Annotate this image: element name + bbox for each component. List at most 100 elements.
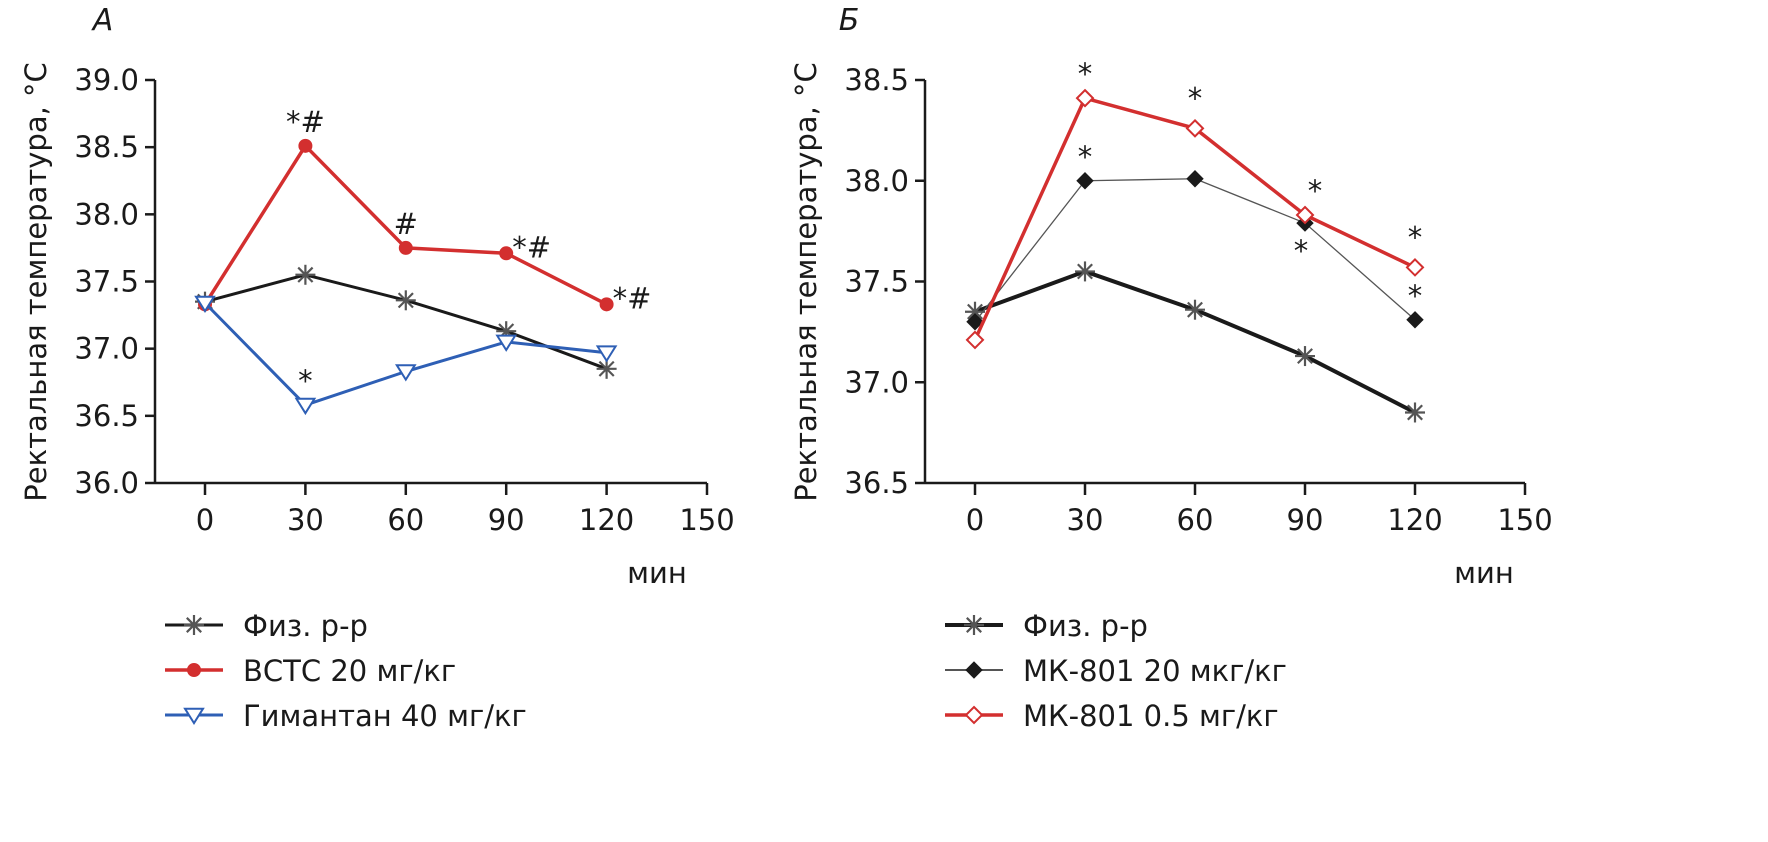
legend-marker [183, 707, 205, 725]
data-point [1295, 346, 1315, 367]
data-point [298, 138, 313, 153]
x-tick-label: 60 [1177, 503, 1214, 537]
legend-marker [965, 661, 983, 679]
y-axis-label: Ректальная температура, °С [789, 62, 823, 502]
data-point [295, 264, 316, 285]
data-point-stroke [1077, 263, 1093, 280]
y-tick-label: 39.0 [74, 63, 139, 97]
x-tick-label: 90 [488, 503, 525, 537]
y-axis-label: Ректальная температура, °С [19, 62, 53, 502]
legend-label: Физ. р-р [1023, 609, 1148, 643]
data-point [495, 334, 518, 352]
data-point-stroke [1407, 404, 1423, 421]
legend-marker [187, 663, 201, 677]
panel-label: Б [839, 3, 860, 38]
legend-marker-stroke [186, 617, 202, 633]
legend-entry: Физ. р-р [945, 609, 1148, 643]
data-point [398, 240, 413, 255]
x-tick-label: 30 [1067, 503, 1104, 537]
series-line [204, 273, 608, 371]
legend-marker-stroke [966, 617, 982, 633]
chart-panel-2: 36.5 37.0 37.5 38.0 38.5 0 30 60 90 120 150 Ректаль… [789, 3, 1553, 733]
data-point [499, 246, 514, 261]
legend-label: МК-801 0.5 мг/кг [1023, 699, 1279, 733]
data-point [1185, 118, 1205, 138]
y-tick-label: 38.5 [74, 130, 139, 164]
data-point [1406, 311, 1424, 329]
y-tick-label: 37.0 [844, 365, 909, 399]
data-point [394, 364, 417, 382]
legend-entry: МК-801 0.5 мг/кг [945, 699, 1279, 733]
data-point [294, 397, 317, 416]
significance-annotation: * [1408, 279, 1423, 313]
x-tick-label: 90 [1287, 503, 1324, 537]
legend-label: ВСТС 20 мг/кг [243, 654, 456, 688]
legend-entry: Физ. р-р [165, 609, 368, 643]
legend-label: МК-801 20 мкг/кг [1023, 654, 1287, 688]
legend-marker [184, 615, 204, 635]
x-tick-label: 120 [1387, 503, 1442, 537]
data-point [1405, 402, 1425, 423]
legend-entry: МК-801 20 мкг/кг [945, 654, 1287, 688]
data-point [599, 297, 614, 312]
data-point-stroke [1187, 301, 1203, 318]
x-axis-label: мин [1454, 556, 1514, 590]
data-point [1405, 257, 1425, 277]
legend-marker [964, 705, 984, 725]
significance-annotation: * [1188, 81, 1203, 115]
series-1 [965, 261, 1425, 423]
significance-annotation: * [1078, 57, 1093, 91]
y-tick-label: 37.5 [74, 265, 139, 299]
series-line [974, 269, 1416, 415]
x-tick-label: 0 [966, 503, 984, 537]
x-tick-label: 120 [579, 503, 634, 537]
data-point-stroke [598, 360, 615, 377]
significance-annotation: * [1408, 220, 1423, 254]
data-point [1186, 170, 1204, 188]
series-3: * [194, 295, 618, 416]
y-tick-label: 36.0 [74, 466, 139, 500]
x-tick-label: 150 [679, 503, 734, 537]
y-tick-label: 36.5 [844, 466, 909, 500]
legend-entry: ВСТС 20 мг/кг [165, 654, 456, 688]
x-tick-label: 0 [196, 503, 214, 537]
series-1 [195, 264, 617, 379]
data-point [966, 313, 984, 331]
data-point [595, 345, 618, 363]
data-point-stroke [297, 266, 314, 283]
significance-annotation: * [1308, 174, 1323, 208]
significance-annotation: * [1294, 234, 1309, 268]
data-point-stroke [397, 292, 414, 309]
x-tick-label: 30 [287, 503, 324, 537]
x-axis-label: мин [627, 556, 687, 590]
data-point [1295, 205, 1315, 225]
data-point [395, 290, 416, 311]
y-tick-label: 37.0 [74, 332, 139, 366]
y-tick-label: 38.5 [844, 63, 909, 97]
panel-label: А [91, 3, 114, 38]
series-3: * * * * [965, 57, 1425, 350]
data-point [194, 295, 216, 313]
y-tick-label: 38.0 [844, 164, 909, 198]
significance-annotation: *# [512, 230, 551, 264]
y-tick-label: 36.5 [74, 399, 139, 433]
legend-label: Гимантан 40 мг/кг [243, 699, 527, 733]
data-point [1075, 261, 1095, 282]
legend-entry: Гимантан 40 мг/кг [165, 699, 527, 733]
significance-annotation: *# [286, 105, 325, 139]
y-tick-label: 38.0 [74, 197, 139, 231]
data-point [1075, 88, 1095, 108]
data-point-stroke [1297, 348, 1313, 365]
series-line [203, 301, 607, 407]
legend-label: Физ. р-р [243, 609, 368, 643]
data-point [1185, 299, 1205, 320]
x-tick-label: 60 [387, 503, 424, 537]
significance-annotation: * [298, 364, 313, 398]
chart-panel-1: 36.0 36.5 37.0 37.5 38.0 38.5 39.0 0 30 60 90 120 15… [19, 3, 735, 733]
data-point [1076, 172, 1094, 190]
x-tick-label: 150 [1497, 503, 1552, 537]
data-point [965, 330, 985, 350]
significance-annotation: # [394, 207, 418, 241]
legend-marker [964, 615, 984, 635]
